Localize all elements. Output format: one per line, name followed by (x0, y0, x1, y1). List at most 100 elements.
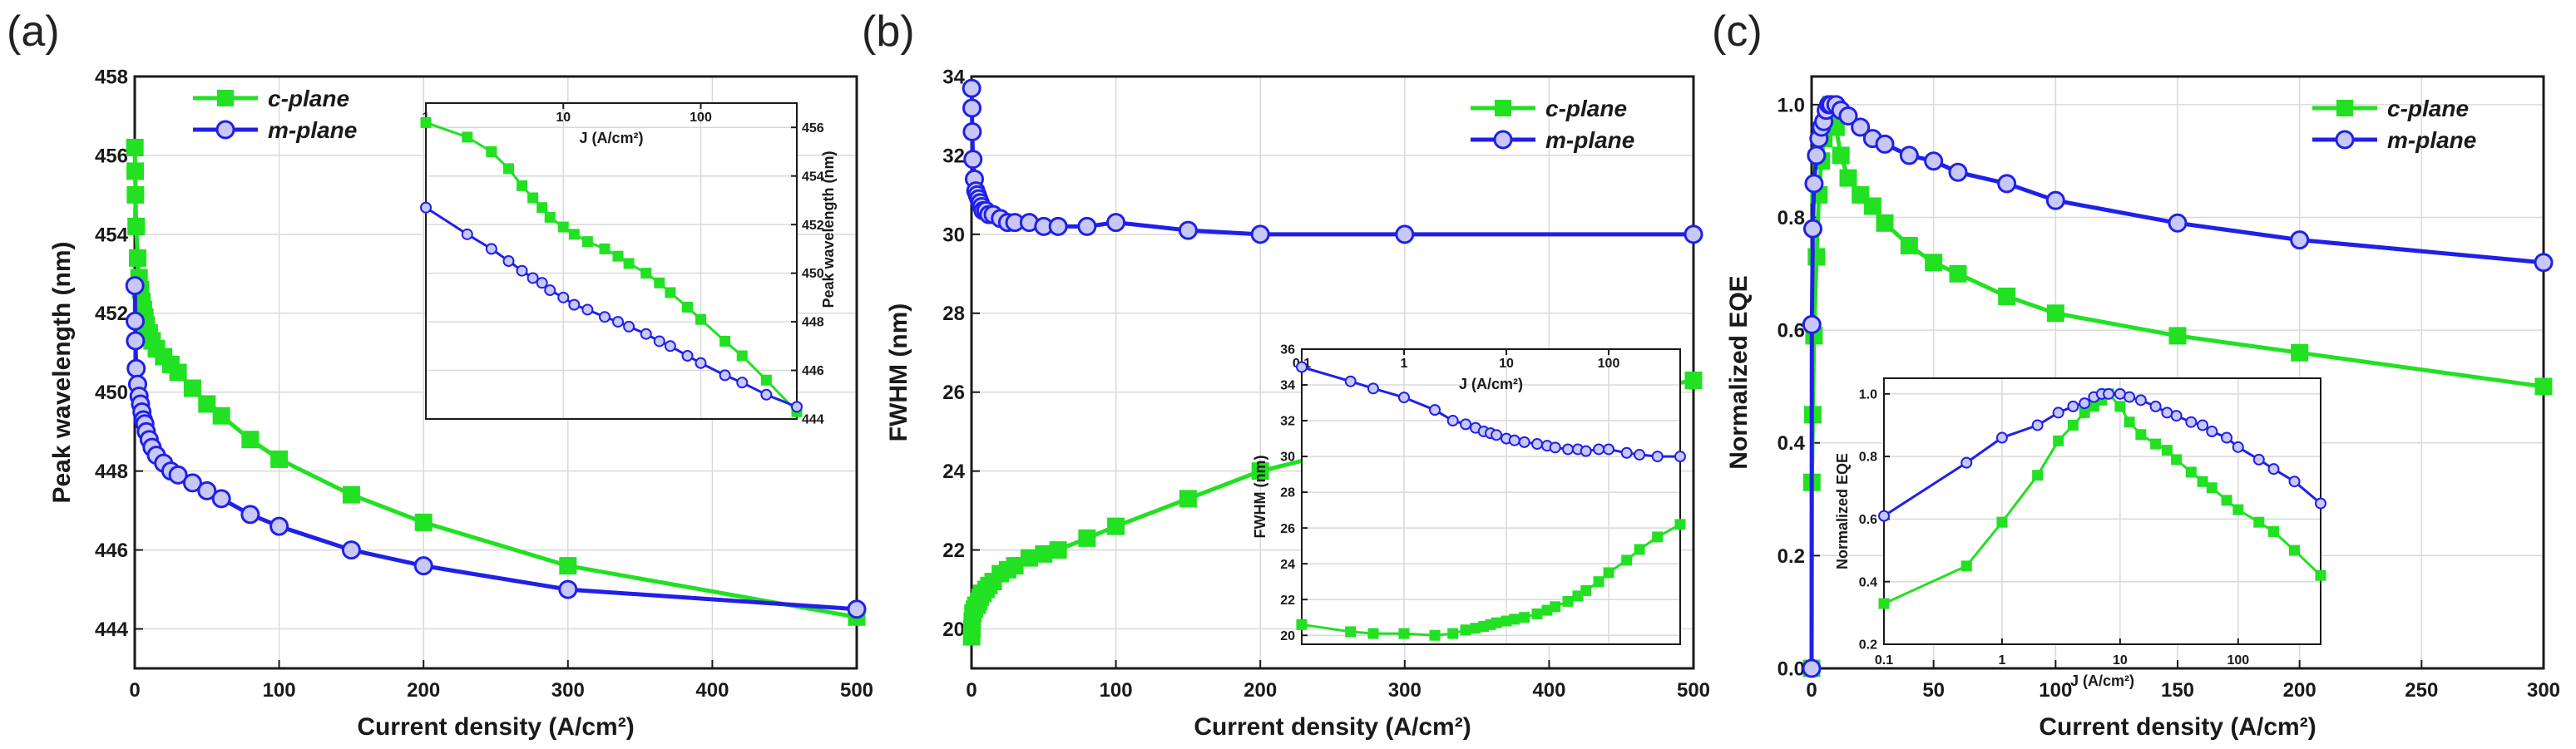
panel-b-main-c-plane-marker (1251, 462, 1269, 480)
panel-b-main-m-plane-marker (1250, 224, 1270, 244)
panel-a-main-m-plane-marker (413, 556, 433, 576)
panel-b-main-m-plane-marker (962, 98, 982, 118)
panel-b-inset-series-group (1296, 361, 1686, 641)
panel-b-inset-c-plane-marker (1674, 519, 1686, 530)
panel-a-inset-m-plane-marker (581, 303, 594, 316)
panel-c-inset-m-plane-marker (2185, 416, 2198, 428)
panel-c-main-m-plane-marker (1851, 117, 1871, 137)
panel-a-inset-c-plane-marker (420, 116, 432, 128)
panel-b-inset-m-plane-marker (1429, 404, 1441, 416)
panel-a-inset-m-plane-marker (502, 255, 515, 267)
panel-b-inset-y-tick-label: 32 (1280, 415, 1295, 429)
panel-b-inset-m-plane-marker (1446, 415, 1459, 427)
panel-a-inset-m-plane-marker (681, 350, 694, 362)
panel-a-inset-y-tick-label: 448 (802, 316, 824, 330)
panel-c-inset-c-plane-marker (2114, 401, 2126, 412)
panel-b-main-m-plane-marker (1684, 224, 1703, 244)
panel-c-inset-c-plane-marker (2253, 516, 2265, 528)
panel-a-main-m-plane-marker (240, 505, 260, 525)
panel-b-inset-m-plane-marker (1508, 434, 1520, 446)
panel-a-inset-c-plane-marker (623, 258, 635, 269)
panel-b-main-y-tick-label: 24 (942, 461, 965, 483)
panel-a-inset-y-tick-label: 446 (802, 364, 824, 378)
panel-c-legend-marker-c-plane (2336, 100, 2353, 116)
panel-a-main-c-plane-marker (270, 450, 289, 468)
panel-c-inset-m-plane-marker (2079, 397, 2091, 410)
panel-a-main-m-plane-marker (558, 579, 578, 599)
panel-a-main-c-plane-marker (126, 185, 145, 204)
panel-b-inset-axes-frame (1301, 348, 1681, 645)
panel-c-main-x-tick-label: 0 (1806, 679, 1817, 702)
panel-a-legend-marker-m-plane (215, 120, 235, 140)
panel-c-inset-m-plane-marker (2114, 387, 2126, 400)
panel-b-inset-c-plane-marker (1652, 531, 1664, 543)
panel-c-main-x-tick-label: 50 (1922, 679, 1945, 702)
panel-a-inset-plot-area (426, 103, 797, 419)
panel-c-legend-label-m-plane: m-plane (2387, 127, 2476, 153)
panel-a-inset-m-plane-marker (485, 243, 497, 255)
panel-c-inset-c-plane-marker (2053, 435, 2064, 446)
panel-a-inset-c-plane-marker (536, 202, 548, 214)
panel-b-main-y-tick-label: 22 (942, 540, 965, 562)
panel-a-main-y-tick-label: 450 (95, 382, 128, 404)
panel-a-inset-c-plane-marker (681, 302, 693, 313)
panel-a-inset-c-plane-marker (557, 221, 569, 233)
panel-a-inset-c-plane-marker (568, 229, 580, 240)
panel-a-main-y-tick-label: 452 (95, 303, 128, 325)
panel-b-inset-m-plane-marker (1549, 441, 1561, 454)
panel-a-inset-x-tick-label: 10 (556, 111, 571, 125)
panel-a-inset-x-tick-label: 100 (690, 111, 712, 125)
panel-c-inset-m-plane-marker (2103, 387, 2115, 400)
panel-b-inset-c-plane-marker (1634, 544, 1645, 555)
panel-a-main-x-tick-label: 300 (551, 679, 585, 702)
panel-c-main-y-tick-label: 1.0 (1777, 94, 1805, 116)
panel-a-main-c-plane-marker (414, 513, 433, 531)
panel-b-inset-y-tick-label: 24 (1280, 558, 1295, 572)
panel-a-legend: c-plane m-plane (193, 86, 357, 143)
panel-b-main-m-plane-marker (963, 150, 983, 170)
panel-b-inset-m-plane-marker (1603, 443, 1615, 456)
panel-c-inset-m-plane-marker (2067, 400, 2079, 412)
panel-c-inset-m-plane-marker (1995, 431, 2008, 444)
panel-a-label: (a) (7, 7, 60, 56)
panel-a-main-y-axis-title: Peak wavelength (nm) (48, 241, 76, 503)
panel-a-main-y-tick-label: 448 (95, 461, 128, 483)
panel-c-inset-y-tick-label: 1.0 (1859, 387, 1877, 402)
panel-c-main-x-tick-label: 250 (2405, 679, 2438, 702)
panel-b-inset-plot-area (1302, 349, 1680, 644)
panel-c-inset-m-plane-marker (1878, 510, 1890, 522)
panel-b-main-m-plane-marker (1106, 213, 1126, 233)
panel-a-main-c-plane-marker (169, 363, 187, 382)
panel-b-main-y-tick-label: 34 (942, 66, 965, 88)
panel-a-main-x-tick-label: 400 (695, 679, 729, 702)
panel-c-inset-c-plane-marker (2232, 504, 2244, 515)
panel-c-main-m-plane-marker (1802, 658, 1822, 678)
panel-c-inset-c-plane-marker (1996, 516, 2008, 528)
panel-b-main-series-group (962, 78, 1703, 646)
panel-a-main-m-plane-marker (126, 331, 146, 351)
panel-a-inset-c-plane-marker (612, 250, 624, 262)
panel-c-inset-c-plane-marker (2032, 470, 2044, 481)
panel-b-legend: c-plane m-plane (1471, 96, 1634, 153)
panel-b-main-c-plane-marker (1684, 371, 1703, 389)
panel-b-inset-y-tick-label: 20 (1280, 629, 1295, 643)
panel-a-inset-c-plane-marker (502, 163, 514, 175)
panel-b-inset-c-plane-marker (1296, 618, 1308, 630)
panel-a-inset-m-plane-marker (719, 369, 731, 382)
panel-b-inset-m-plane-marker (1620, 446, 1633, 459)
panel-a-inset-c-plane-marker (486, 145, 497, 157)
panel-a: (a) 0 100 200 300 400 500 444 446 448 450 452 454 456… (7, 7, 873, 741)
panel-c-main-m-plane-marker (1924, 151, 1944, 171)
panel-b-inset-c-plane-marker (1345, 626, 1357, 638)
panel-c-inset-c-plane-marker (2197, 476, 2208, 487)
panel-c-inset-y-tick-label: 0.2 (1859, 638, 1877, 653)
panel-a-main-m-plane-marker (168, 465, 188, 485)
panel-c-main-c-plane-marker (1863, 197, 1881, 215)
panel-c-main-x-axis-title: Current density (A/cm²) (2039, 713, 2316, 741)
panel-b-main-x-axis-title: Current density (A/cm²) (1194, 713, 1471, 741)
panel-a-inset-y-tick-label: 444 (802, 413, 824, 427)
panel-c-label: (c) (1712, 7, 1763, 56)
panel-b-legend-label-c-plane: c-plane (1545, 96, 1627, 121)
panel-a-main-x-tick-label: 500 (840, 679, 873, 702)
panel-a-legend-label-c-plane: c-plane (268, 86, 349, 111)
